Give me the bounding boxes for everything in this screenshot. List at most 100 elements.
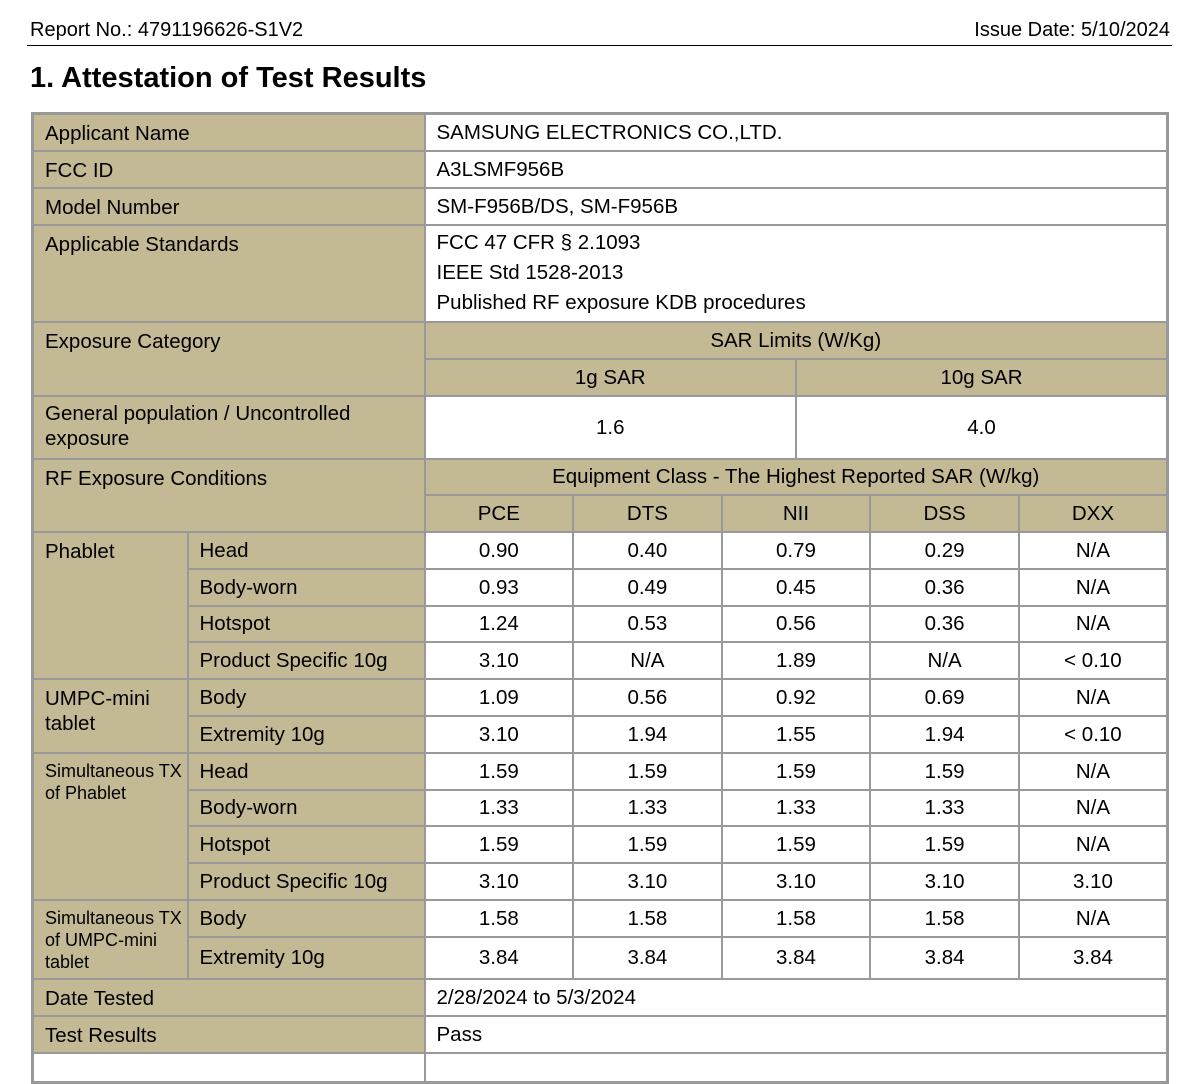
- sar-value: 0.93: [423, 567, 575, 607]
- group-label: Phablet: [31, 530, 189, 680]
- model-value: SM-F956B/DS, SM-F956B: [423, 186, 1169, 226]
- label-model: Model Number: [31, 186, 426, 226]
- label-test-results: Test Results: [31, 1014, 426, 1054]
- sar-value: 1.24: [423, 604, 575, 643]
- standards-value: FCC 47 CFR § 2.1093 IEEE Std 1528-2013 P…: [423, 223, 1169, 323]
- sar-value: N/A: [572, 640, 723, 680]
- standard-item: FCC 47 CFR § 2.1093: [436, 231, 641, 254]
- sar-value: 3.84: [720, 935, 872, 980]
- table-row: Extremity 10g 3.10 1.94 1.55 1.94 < 0.10: [33, 714, 1169, 754]
- sar-value: N/A: [1017, 824, 1169, 864]
- col-header-dxx: DXX: [1017, 493, 1169, 533]
- table-row: Simultaneous TX of Phablet Head 1.59 1.59 1.…: [31, 751, 1169, 901]
- col-header-nii: NII: [720, 493, 872, 533]
- label-general-population: General population / Uncontrolled exposu…: [31, 394, 426, 460]
- table-row: Body-worn 1.33 1.33 1.33 1.33 N/A: [33, 788, 1169, 827]
- equipment-class-header: Equipment Class - The Highest Reported S…: [423, 457, 1169, 496]
- sar-value: 1.33: [572, 788, 723, 827]
- sar-value: 0.56: [720, 604, 872, 643]
- label-standards: Applicable Standards: [31, 223, 426, 323]
- sar-value: < 0.10: [1017, 640, 1169, 680]
- header-divider: [27, 45, 1172, 46]
- group-label: UMPC-mini tablet: [31, 677, 189, 754]
- report-number: Report No.: 4791196626-S1V2: [30, 19, 304, 41]
- condition-label: Head: [186, 751, 426, 791]
- sar-value: 3.10: [423, 640, 575, 680]
- sar-value: 3.84: [869, 935, 1020, 980]
- sar-value: 0.69: [869, 677, 1020, 717]
- sar-value: 1.59: [572, 751, 723, 791]
- label-applicant: Applicant Name: [31, 112, 426, 152]
- label-fcc-id: FCC ID: [31, 149, 426, 189]
- condition-label: Hotspot: [186, 604, 426, 643]
- sar-value: 1.58: [869, 898, 1020, 938]
- condition-label: Product Specific 10g: [186, 861, 426, 901]
- limit-1g: 1.6: [423, 394, 797, 460]
- date-tested-value: 2/28/2024 to 5/3/2024: [423, 977, 1169, 1017]
- sar-value: N/A: [1017, 567, 1169, 607]
- condition-label: Body-worn: [186, 567, 426, 607]
- fcc-id-value: A3LSMF956B: [423, 149, 1169, 189]
- test-results-value: Pass: [423, 1014, 1169, 1054]
- standard-item: Published RF exposure KDB procedures: [436, 291, 806, 314]
- applicant-value: SAMSUNG ELECTRONICS CO.,LTD.: [423, 112, 1169, 152]
- table-row: Hotspot 1.24 0.53 0.56 0.36 N/A: [33, 604, 1169, 643]
- condition-label: Hotspot: [186, 824, 426, 864]
- col-header-pce: PCE: [423, 493, 575, 533]
- label-rf-conditions: RF Exposure Conditions: [31, 457, 426, 533]
- sar-value: 1.59: [720, 824, 872, 864]
- label-date-tested: Date Tested: [31, 977, 426, 1017]
- sar-value: N/A: [1017, 751, 1169, 791]
- sar-value: 3.10: [423, 861, 575, 901]
- sar-value: 0.79: [720, 530, 872, 570]
- condition-label: Extremity 10g: [186, 714, 426, 754]
- sar-value: 0.29: [869, 530, 1020, 570]
- sar-value: 1.33: [720, 788, 872, 827]
- condition-label: Body: [186, 677, 426, 717]
- col-header-dts: DTS: [572, 493, 723, 533]
- sar-value: 0.49: [572, 567, 723, 607]
- table-row: Product Specific 10g 3.10 3.10 3.10 3.10 3.10: [33, 861, 1169, 901]
- sar-value: 1.58: [423, 898, 575, 938]
- sar-limits-header: SAR Limits (W/Kg): [423, 320, 1169, 360]
- sar-value: 1.09: [423, 677, 575, 717]
- sar-value: N/A: [1017, 677, 1169, 717]
- table-row: Phablet Head 0.90 0.40 0.79 0.29 N/A: [31, 530, 1169, 680]
- sar-value: 1.59: [869, 824, 1020, 864]
- group-label: Simultaneous TX of Phablet: [31, 751, 189, 901]
- table-row: Hotspot 1.59 1.59 1.59 1.59 N/A: [33, 824, 1169, 864]
- sar-value: N/A: [1017, 530, 1169, 570]
- group-label: Simultaneous TX of UMPC-mini tablet: [31, 898, 189, 980]
- sar-value: 3.84: [1017, 935, 1169, 980]
- sar-value: 0.56: [572, 677, 723, 717]
- condition-label: Extremity 10g: [186, 935, 426, 980]
- sar-value: 1.58: [720, 898, 872, 938]
- standard-item: IEEE Std 1528-2013: [436, 261, 624, 284]
- sar-value: 1.59: [572, 824, 723, 864]
- sar-value: 1.33: [423, 788, 575, 827]
- sar-value: 0.36: [869, 604, 1020, 643]
- table-row: UMPC-mini tablet Body 1.09 0.56 0.92 0.69 N/A: [31, 677, 1169, 754]
- section-title: 1. Attestation of Test Results: [30, 62, 427, 94]
- sar-value: 3.84: [423, 935, 575, 980]
- sar-value: 1.58: [572, 898, 723, 938]
- sar-value: 3.10: [720, 861, 872, 901]
- sar-value: 1.55: [720, 714, 872, 754]
- limit-10g: 4.0: [794, 394, 1169, 460]
- sar-value: N/A: [869, 640, 1020, 680]
- sar-value: 3.10: [572, 861, 723, 901]
- label-exposure-category: Exposure Category: [31, 320, 426, 397]
- sar-value: 3.10: [423, 714, 575, 754]
- table-row: Simultaneous TX of UMPC-mini tablet Body 1…: [31, 898, 1169, 980]
- condition-label: Body-worn: [186, 788, 426, 827]
- condition-label: Body: [186, 898, 426, 938]
- sar-value: 3.10: [1017, 861, 1169, 901]
- attestation-table: Applicant Name SAMSUNG ELECTRONICS CO.,LT…: [31, 112, 1169, 1084]
- condition-label: Head: [186, 530, 426, 570]
- sar-value: 0.45: [720, 567, 872, 607]
- sar-value: 0.36: [869, 567, 1020, 607]
- sar-value: 0.40: [572, 530, 723, 570]
- sar-value: N/A: [1017, 788, 1169, 827]
- sar-value: 1.89: [720, 640, 872, 680]
- sar-value: 1.94: [572, 714, 723, 754]
